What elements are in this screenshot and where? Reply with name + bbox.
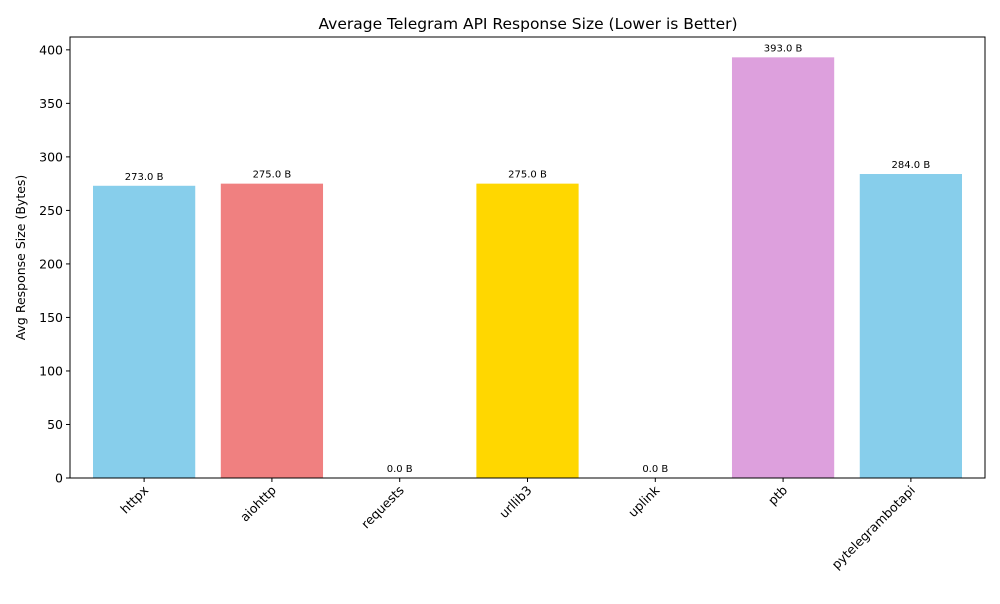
y-tick-label: 400 bbox=[39, 42, 63, 57]
bar-aiohttp bbox=[220, 183, 324, 479]
y-tick-label: 100 bbox=[39, 363, 63, 378]
y-tick-label: 150 bbox=[39, 310, 63, 325]
data-label-aiohttp: 275.0 B bbox=[253, 170, 292, 181]
y-axis-label: Avg Response Size (Bytes) bbox=[13, 175, 28, 341]
data-label-requests: 0.0 B bbox=[387, 464, 413, 475]
data-label-ptb: 393.0 B bbox=[764, 43, 803, 54]
data-label-urllib3: 275.0 B bbox=[508, 170, 547, 181]
x-tick-label: ptb bbox=[765, 482, 790, 507]
y-tick-label: 350 bbox=[39, 96, 63, 111]
y-tick-label: 250 bbox=[39, 203, 63, 218]
data-labels-group: 273.0 B 275.0 B 0.0 B 275.0 B 0.0 B 393.0 B 28… bbox=[125, 43, 931, 475]
bar-ptb bbox=[731, 57, 835, 479]
plot-frame bbox=[69, 36, 986, 479]
data-label-uplink: 0.0 B bbox=[642, 464, 668, 475]
x-tick-label: pytelegrambotapi bbox=[829, 483, 918, 572]
y-axis: 0 50 100 150 200 250 300 350 400 bbox=[39, 42, 70, 486]
y-tick-label: 0 bbox=[55, 471, 63, 486]
data-label-pytelegrambotapi: 284.0 B bbox=[892, 160, 931, 171]
bar-urllib3 bbox=[476, 183, 579, 479]
x-tick-label: httpx bbox=[117, 483, 151, 517]
x-tick-label: aiohttp bbox=[237, 482, 279, 524]
x-tick-label: uplink bbox=[625, 482, 663, 520]
chart-title: Average Telegram API Response Size (Lowe… bbox=[318, 15, 737, 33]
y-tick-label: 300 bbox=[39, 149, 63, 164]
bar-pytelegrambotapi bbox=[859, 174, 962, 478]
x-axis: httpx aiohttp requests urllib3 uplink ptb pyte… bbox=[117, 478, 918, 572]
x-tick-label: urllib3 bbox=[496, 483, 534, 521]
bars-group bbox=[93, 57, 962, 479]
y-tick-label: 50 bbox=[47, 417, 63, 432]
y-tick-label: 200 bbox=[39, 256, 63, 271]
x-tick-label: requests bbox=[358, 483, 407, 532]
data-label-httpx: 273.0 B bbox=[125, 172, 164, 183]
bar-httpx bbox=[93, 185, 196, 478]
